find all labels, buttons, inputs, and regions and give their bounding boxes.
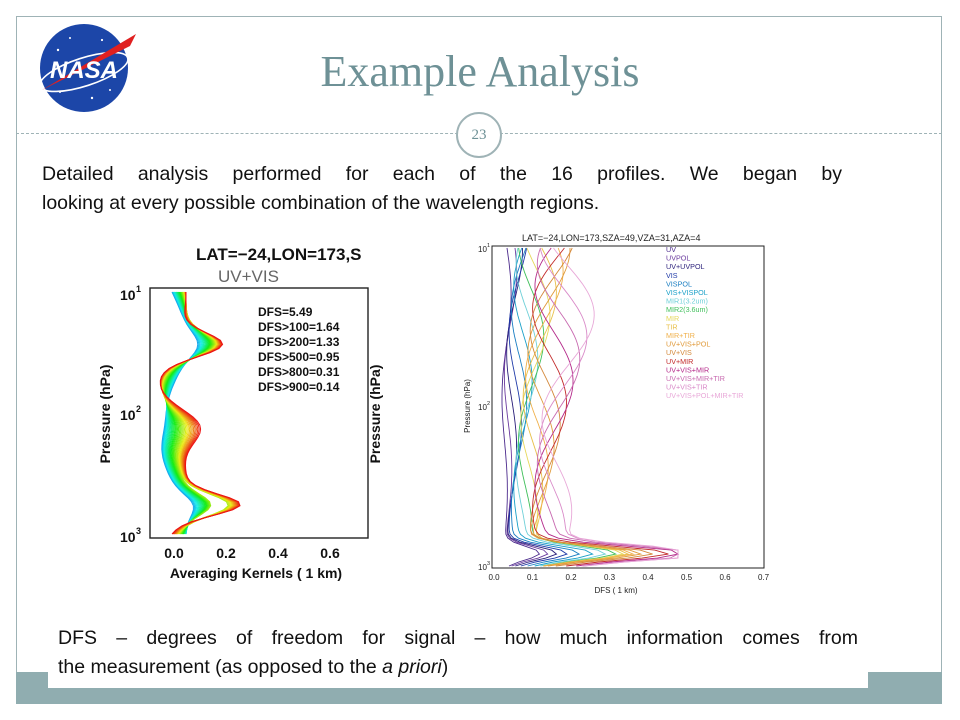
legend-entry: UV+VIS: [666, 348, 692, 357]
left-ytick-0: 10: [120, 287, 136, 303]
kernel-curve: [159, 292, 241, 535]
left-subtitle: UV+VIS: [218, 267, 279, 286]
dfs-curve: [534, 247, 680, 567]
note-line-2-start: the measurement (as opposed to the: [58, 656, 383, 678]
dfs-curve: [532, 247, 669, 567]
legend-entry: UV+VIS+TIR: [666, 383, 708, 392]
legend-entry: MIR: [666, 314, 679, 323]
note-line-1: DFS – degrees of freedom for signal – ho…: [58, 627, 858, 649]
nasa-logo: NASA: [39, 24, 136, 112]
dfs-curve: [527, 247, 643, 567]
slide-title: Example Analysis: [320, 47, 640, 96]
legend-entry: UV+MIR: [666, 357, 693, 366]
right-xtick: 0.5: [681, 573, 693, 582]
dfs-label-5: DFS>900=0.14: [258, 380, 340, 394]
dfs-label-2: DFS>200=1.33: [258, 335, 340, 349]
dfs-label-4: DFS>800=0.31: [258, 365, 340, 379]
legend-entry: TIR: [666, 322, 678, 331]
right-ytick-0: 10: [478, 245, 487, 254]
right-ylabel: Pressure (hPa): [463, 379, 472, 433]
left-xlabel: Averaging Kernels ( 1 km): [170, 565, 342, 581]
dfs-curves: [501, 247, 680, 567]
dfs-curve: [513, 247, 594, 567]
right-xlabel: DFS ( 1 km): [594, 586, 637, 595]
right-xtick: 0.4: [642, 573, 654, 582]
legend-entry: UV+VIS+MIR: [666, 365, 709, 374]
legend-entry: VISPOL: [666, 279, 692, 288]
legend-entry: MIR2(3.6um): [666, 305, 708, 314]
right-xtick: 0.6: [719, 573, 731, 582]
left-ytick-2: 10: [120, 529, 136, 545]
left-xtick-1: 0.2: [216, 545, 236, 561]
note-box: [48, 618, 868, 688]
legend-entry: UVPOL: [666, 254, 690, 263]
left-xtick-2: 0.4: [268, 545, 288, 561]
right-xtick: 0.2: [565, 573, 577, 582]
left-ytick-exp-0: 1: [136, 284, 141, 294]
legend-entry: MIR1(3.2um): [666, 297, 708, 306]
right-header: LAT=−24,LON=173,SZA=49,VZA=31,AZA=4: [522, 233, 700, 243]
legend-entry: VIS+VISPOL: [666, 288, 708, 297]
averaging-kernel-plot: LAT=−24,LON=173,S UV+VIS DFS=5.49 DFS>10…: [92, 238, 388, 588]
right-ytick-exp-0: 1: [487, 243, 490, 249]
right-xtick: 0.0: [488, 573, 500, 582]
dfs-curve: [541, 247, 679, 567]
right-ytick-2: 10: [478, 563, 487, 572]
left-ytick-exp-1: 2: [136, 404, 141, 414]
left-ytick-1: 10: [120, 407, 136, 423]
legend-entry: UV+VIS+POL: [666, 340, 710, 349]
dfs-curve: [536, 247, 679, 567]
dfs-profile-plot: LAT=−24,LON=173,SZA=49,VZA=31,AZA=4 UVUV…: [458, 228, 774, 600]
dfs-curve: [529, 247, 653, 567]
dfs-legend: UVUVPOLUV+UVPOLVISVISPOLVIS+VISPOLMIR1(3…: [666, 245, 744, 400]
legend-entry: UV: [666, 245, 676, 254]
right-ytick-exp-1: 2: [487, 401, 490, 407]
right-xtick: 0.1: [527, 573, 539, 582]
dfs-curve: [508, 247, 568, 567]
legend-entry: UV+VIS+POL+MIR+TIR: [666, 391, 744, 400]
dfs-label-1: DFS>100=1.64: [258, 320, 340, 334]
dfs-curve: [539, 247, 679, 567]
left-xtick-0: 0.0: [164, 545, 184, 561]
note-line-2-end: ): [441, 656, 449, 678]
dfs-curve: [501, 247, 541, 567]
note-line-2: the measurement (as opposed to the a pri…: [58, 653, 858, 682]
right-ytick-1: 10: [478, 403, 487, 412]
averaging-kernel-curves: [159, 291, 241, 535]
left-ylabel: Pressure (hPa): [97, 365, 113, 464]
body-line-1: Detailed analysis performed for each of …: [42, 163, 842, 185]
note-a-priori: a priori: [382, 656, 442, 678]
legend-entry: VIS: [666, 271, 678, 280]
left-header: LAT=−24,LON=173,S: [196, 245, 362, 264]
dfs-curve: [510, 247, 581, 567]
body-line-2: looking at every possible combination of…: [42, 192, 600, 214]
dfs-curve: [518, 247, 618, 567]
left-ylabel-right: Pressure (hPa): [367, 365, 383, 464]
logo-text: NASA: [50, 57, 118, 84]
legend-entry: UV+UVPOL: [666, 262, 705, 271]
right-ytick-exp-2: 3: [487, 561, 490, 567]
right-xtick: 0.7: [758, 573, 770, 582]
dfs-label-0: DFS=5.49: [258, 305, 313, 319]
dfs-curve: [515, 247, 607, 567]
page-number: 23: [456, 112, 502, 158]
dfs-label-3: DFS>500=0.95: [258, 350, 340, 364]
left-xtick-3: 0.6: [320, 545, 340, 561]
right-xtick: 0.3: [604, 573, 616, 582]
legend-entry: MIR+TIR: [666, 331, 695, 340]
left-ytick-exp-2: 3: [136, 526, 141, 536]
legend-entry: UV+VIS+MIR+TIR: [666, 374, 725, 383]
